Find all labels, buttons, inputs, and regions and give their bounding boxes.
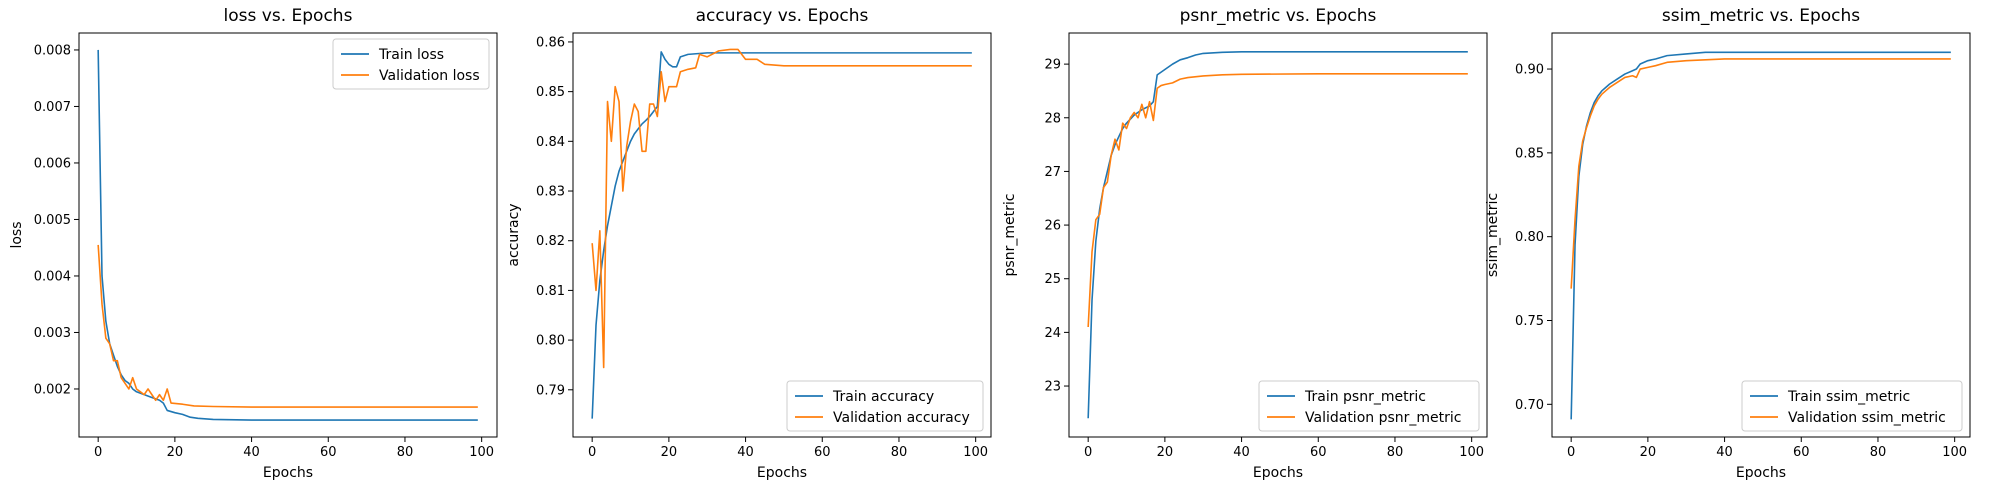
series-line-train bbox=[1570, 51, 1951, 420]
y-tick-label: 29 bbox=[1044, 58, 1061, 73]
axes-frame bbox=[1551, 32, 1971, 438]
y-tick-label: 24 bbox=[1044, 326, 1061, 341]
y-tick-label: 0.005 bbox=[34, 213, 71, 228]
y-tick-label: 0.75 bbox=[1515, 314, 1544, 329]
x-tick-label: 40 bbox=[737, 445, 754, 460]
y-tick-label: 0.003 bbox=[34, 326, 71, 341]
legend-entry: Train ssim_metric bbox=[1787, 389, 1910, 405]
y-tick-label: 25 bbox=[1044, 272, 1061, 287]
legend: Train accuracy Validation accuracy bbox=[786, 380, 984, 432]
y-tick-label: 0.81 bbox=[536, 284, 565, 299]
y-tick-label: 0.004 bbox=[34, 269, 71, 284]
y-tick-label: 0.86 bbox=[536, 35, 565, 50]
x-tick-label: 0 bbox=[1084, 445, 1092, 460]
y-axis-label: psnr_metric bbox=[1002, 194, 1018, 277]
chart-title: ssim_metric vs. Epochs bbox=[1662, 6, 1860, 26]
legend-box bbox=[786, 380, 984, 432]
x-axis-label: Epochs bbox=[1253, 465, 1303, 481]
chart-title: psnr_metric vs. Epochs bbox=[1180, 6, 1377, 26]
x-tick-label: 40 bbox=[243, 445, 260, 460]
y-tick-label: 0.82 bbox=[536, 234, 565, 249]
legend: Train loss Validation loss bbox=[332, 38, 490, 90]
legend-entry: Train loss bbox=[378, 47, 444, 63]
y-tick-label: 0.84 bbox=[536, 135, 565, 150]
y-tick-label: 0.008 bbox=[34, 43, 71, 58]
x-tick-label: 80 bbox=[891, 445, 908, 460]
y-tick-label: 0.002 bbox=[34, 382, 71, 397]
y-tick-label: 0.80 bbox=[536, 334, 565, 349]
legend-entry: Validation loss bbox=[379, 68, 480, 84]
axes-frame bbox=[78, 32, 498, 438]
x-tick-label: 100 bbox=[1459, 445, 1484, 460]
y-tick-label: 0.90 bbox=[1515, 63, 1544, 78]
x-tick-label: 0 bbox=[588, 445, 596, 460]
y-tick-label: 0.85 bbox=[536, 85, 565, 100]
series-line-train bbox=[1087, 50, 1468, 419]
x-tick-label: 20 bbox=[1157, 445, 1174, 460]
axes-frame bbox=[572, 32, 992, 438]
chart-panel-4: ssim_metric vs. Epochs 0 20 40 60 80 100 0.70 0.… bbox=[1485, 6, 1971, 481]
legend-box bbox=[1741, 380, 1963, 432]
x-tick-label: 40 bbox=[1716, 445, 1733, 460]
x-axis-label: Epochs bbox=[757, 465, 807, 481]
y-tick-label: 0.85 bbox=[1515, 146, 1544, 161]
series-line-validation bbox=[1570, 58, 1951, 289]
y-axis-label: loss bbox=[9, 221, 25, 248]
y-tick-label: 27 bbox=[1044, 165, 1061, 180]
x-tick-label: 0 bbox=[1567, 445, 1575, 460]
y-tick-label: 26 bbox=[1044, 219, 1061, 234]
chart-panel-2: accuracy vs. Epochs 0 20 40 60 80 100 0.79 0.80 0… bbox=[506, 6, 992, 481]
chart-title: accuracy vs. Epochs bbox=[696, 6, 869, 26]
y-tick-label: 23 bbox=[1044, 380, 1061, 395]
chart-panel-1: loss vs. Epochs 0 20 40 60 80 100 0.002 0.003 0.0… bbox=[9, 6, 498, 481]
legend-entry: Validation ssim_metric bbox=[1788, 410, 1946, 426]
y-axis-label: ssim_metric bbox=[1485, 193, 1501, 277]
chart-title: loss vs. Epochs bbox=[224, 6, 353, 26]
series-line-validation bbox=[1087, 72, 1468, 328]
series-line-validation bbox=[591, 48, 972, 369]
legend-box bbox=[332, 38, 490, 90]
y-tick-label: 0.80 bbox=[1515, 230, 1544, 245]
x-tick-label: 40 bbox=[1233, 445, 1250, 460]
x-tick-label: 60 bbox=[320, 445, 337, 460]
x-tick-label: 20 bbox=[1640, 445, 1657, 460]
x-tick-label: 100 bbox=[963, 445, 988, 460]
x-tick-label: 60 bbox=[814, 445, 831, 460]
x-tick-label: 100 bbox=[1942, 445, 1967, 460]
y-tick-label: 0.006 bbox=[34, 156, 71, 171]
x-tick-label: 0 bbox=[94, 445, 102, 460]
y-tick-label: 28 bbox=[1044, 111, 1061, 126]
x-tick-label: 80 bbox=[1870, 445, 1887, 460]
legend-entry: Train psnr_metric bbox=[1304, 389, 1426, 405]
y-tick-label: 0.83 bbox=[536, 185, 565, 200]
x-tick-label: 60 bbox=[1793, 445, 1810, 460]
axes-frame bbox=[1068, 32, 1488, 438]
x-tick-label: 60 bbox=[1310, 445, 1327, 460]
series-line-train bbox=[97, 49, 478, 421]
legend-entry: Train accuracy bbox=[832, 389, 934, 405]
y-axis-label: accuracy bbox=[506, 203, 522, 266]
x-axis-label: Epochs bbox=[1736, 465, 1786, 481]
y-tick-label: 0.70 bbox=[1515, 398, 1544, 413]
legend: Train ssim_metric Validation ssim_metric bbox=[1741, 380, 1963, 432]
x-tick-label: 100 bbox=[469, 445, 494, 460]
y-tick-label: 0.007 bbox=[34, 100, 71, 115]
series-line-validation bbox=[97, 244, 478, 408]
legend-box bbox=[1258, 380, 1480, 432]
legend-entry: Validation accuracy bbox=[833, 410, 970, 426]
x-tick-label: 20 bbox=[661, 445, 678, 460]
x-axis-label: Epochs bbox=[263, 465, 313, 481]
x-tick-label: 80 bbox=[1387, 445, 1404, 460]
x-tick-label: 20 bbox=[167, 445, 184, 460]
legend: Train psnr_metric Validation psnr_metric bbox=[1258, 380, 1480, 432]
y-tick-label: 0.79 bbox=[536, 383, 565, 398]
x-tick-label: 80 bbox=[397, 445, 414, 460]
chart-panel-3: psnr_metric vs. Epochs 0 20 40 60 80 100 23 24 25… bbox=[1002, 6, 1488, 481]
legend-entry: Validation psnr_metric bbox=[1305, 410, 1461, 426]
